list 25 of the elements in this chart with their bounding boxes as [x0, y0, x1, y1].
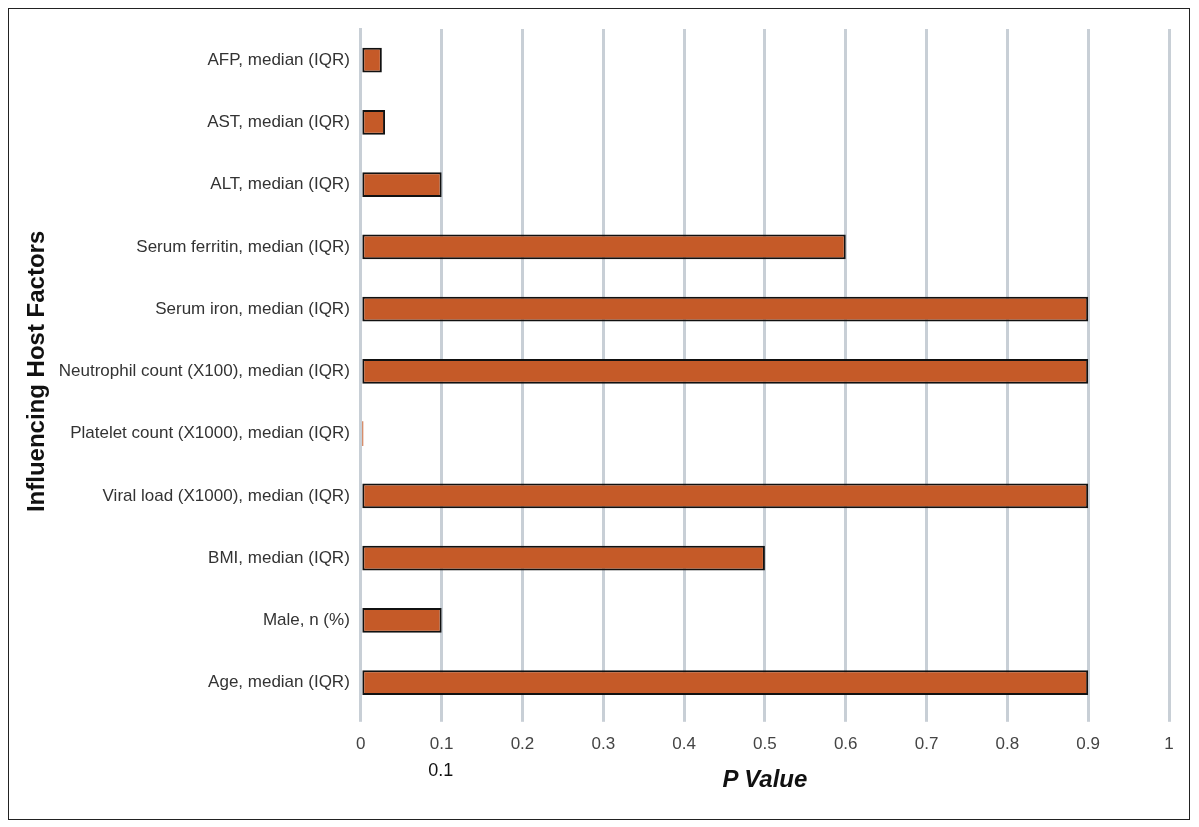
y-tick-label: AFP, median (IQR): [207, 49, 350, 69]
y-tick-label: Neutrophil count (X100), median (IQR): [58, 361, 350, 381]
y-tick-label: Age, median (IQR): [208, 672, 350, 692]
y-tick-label: Male, n (%): [262, 610, 350, 630]
y-tick-label: Serum ferritin, median (IQR): [136, 236, 350, 256]
y-tick-label: Serum iron, median (IQR): [155, 298, 350, 318]
x-tick-label: 1: [1164, 733, 1174, 753]
x-tick-label: 0.2: [510, 733, 535, 753]
x-tick-label: 0.4: [672, 733, 696, 753]
y-tick-label: ALT, median (IQR): [210, 174, 350, 194]
x-tick-label: 0.9: [1076, 733, 1100, 753]
y-tick-label: AST, median (IQR): [207, 112, 350, 132]
x-tick-label: 0: [356, 733, 366, 753]
x-tick-label: 0.1: [429, 733, 454, 753]
x-axis-title: P Value: [722, 765, 808, 793]
x-tick-label: 0.5: [753, 733, 777, 753]
x-tick-label: 0.8: [995, 733, 1020, 753]
y-tick-label: Viral load (X1000), median (IQR): [102, 485, 350, 505]
y-axis-title: Influencing Host Factors: [22, 230, 50, 513]
y-tick-label: BMI, median (IQR): [208, 547, 350, 567]
x-tick-label: 0.6: [833, 733, 858, 753]
y-tick-label: Platelet count (X1000), median (IQR): [70, 423, 350, 443]
x-tick-label: 0.7: [914, 733, 939, 753]
x-tick-label: 0.3: [591, 733, 616, 753]
text: 0.1: [428, 759, 454, 780]
